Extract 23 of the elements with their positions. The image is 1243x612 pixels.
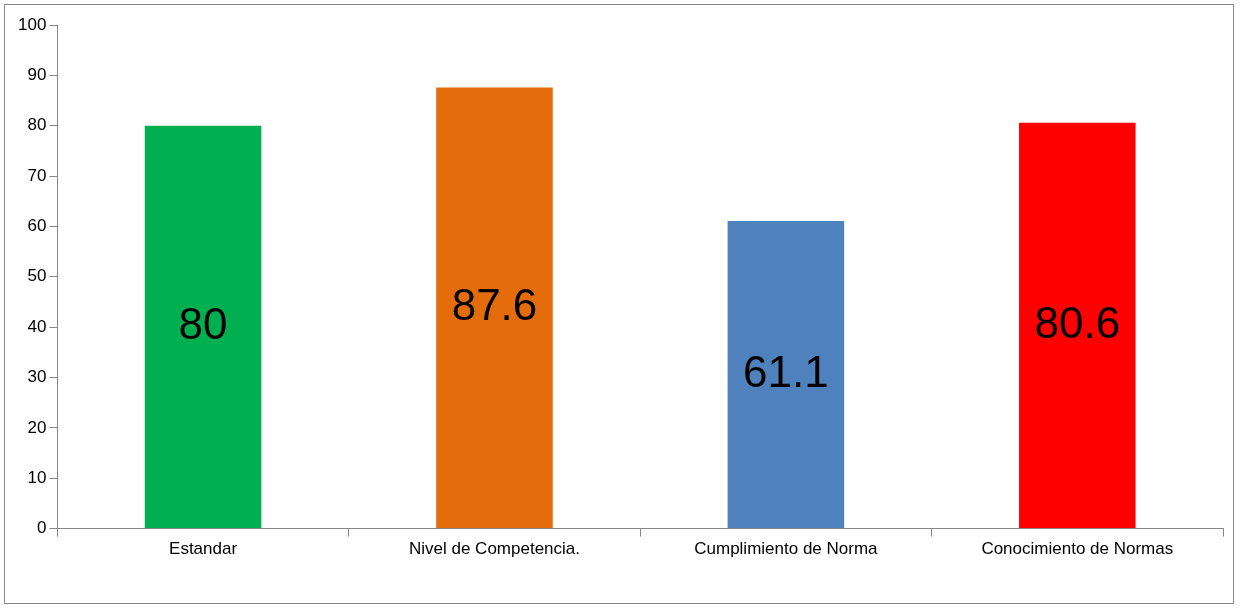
x-tick-label: Estandar: [169, 539, 238, 559]
y-tick-label: 100: [17, 14, 47, 34]
x-tick-label: Cumplimiento de Norma: [694, 539, 879, 559]
y-tick-label: 30: [27, 367, 47, 387]
y-tick-label: 10: [27, 467, 47, 487]
x-tick-label: Conocimiento de Normas: [981, 539, 1174, 559]
y-tick-label: 40: [27, 316, 47, 336]
data-label: 80: [178, 299, 228, 349]
y-tick-label: 80: [27, 115, 47, 135]
x-tick-label: Nivel de Competencia.: [408, 539, 580, 559]
y-tick-label: 0: [36, 518, 47, 538]
y-tick-label: 60: [27, 216, 47, 236]
data-label: 61.1: [743, 346, 829, 396]
bar: [1019, 122, 1136, 529]
bar: [144, 125, 262, 529]
y-tick-label: 90: [27, 65, 47, 85]
y-tick-label: 20: [27, 417, 47, 437]
bar: [727, 220, 845, 529]
data-label: 87.6: [451, 280, 538, 330]
y-tick-label: 50: [27, 266, 47, 286]
data-label: 80.6: [1034, 297, 1121, 347]
bar: [436, 87, 553, 529]
y-tick-label: 70: [27, 165, 47, 185]
